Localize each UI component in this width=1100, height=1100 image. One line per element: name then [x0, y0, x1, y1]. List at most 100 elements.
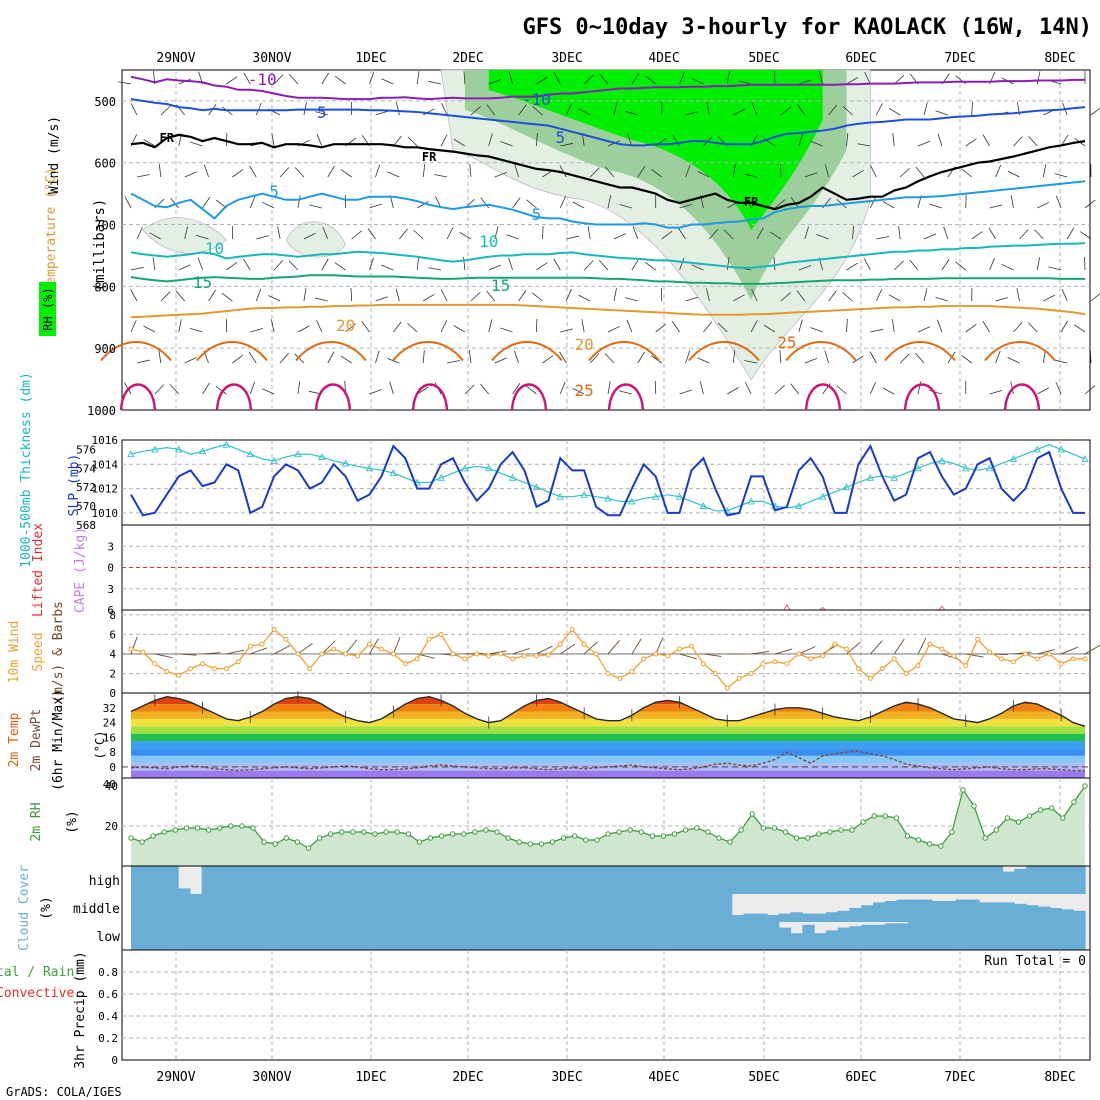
thickness-point [508, 473, 517, 481]
wind-barb [828, 290, 837, 302]
cloud-cell-high [213, 866, 226, 894]
cloud-cell-low [719, 922, 733, 950]
cloud-cell-high [449, 866, 462, 894]
isotherm-25-loop [392, 341, 464, 362]
wind-speed-point [223, 666, 229, 672]
cloud-cell-high [696, 866, 709, 894]
rh-point [971, 803, 977, 809]
wind-barb [399, 228, 408, 240]
wind-barb [679, 204, 693, 209]
rh-point [294, 839, 301, 845]
temp-axis-title: Temperature (°C) [44, 167, 59, 292]
cloud-cell-low [178, 922, 191, 950]
rh-point [1004, 815, 1011, 821]
rh-point [949, 829, 955, 835]
contour-label: 15 [491, 276, 510, 295]
cloud-cell-middle [425, 894, 438, 922]
rh-point [361, 829, 367, 835]
wind-barb [869, 351, 877, 364]
contour-label: 5 [532, 205, 542, 224]
thickness-point [174, 445, 183, 453]
cloud-cell-middle [225, 894, 238, 922]
temp-tick-label: 40 [103, 778, 116, 791]
wind-speed-point [987, 649, 993, 655]
wind-barb [717, 322, 728, 333]
rh-ylabel-1: 2m RH [29, 802, 44, 841]
wind-barb [965, 324, 977, 333]
cloud-cell-low [896, 923, 909, 950]
wind-speed-point [724, 685, 730, 691]
isotherm-25-loop [884, 341, 956, 362]
wind-barb [271, 133, 275, 147]
wind-barb [798, 79, 812, 85]
cloud-panel: high middle low Cloud Cover (%) [17, 865, 1091, 951]
cloud-cell-high [637, 866, 650, 894]
wind-speed-point [1058, 661, 1064, 667]
thickness-point [341, 459, 350, 467]
cloud-cell-high [578, 866, 591, 894]
wind-barb [184, 357, 197, 364]
cloud-cell-high [401, 866, 415, 894]
cloud-cell-high [1037, 866, 1051, 894]
rh-shade-high [488, 70, 823, 230]
isotherm-30-loop [314, 383, 352, 411]
wind-barb [215, 386, 227, 395]
wind-barb [271, 319, 275, 333]
wind-speed-point [677, 646, 683, 652]
contour-label: 15 [193, 273, 212, 292]
wind-barb [463, 257, 466, 271]
thickness-line [130, 444, 1086, 512]
wind-barb [423, 108, 435, 116]
wind-barb [327, 351, 335, 364]
wind-barb [723, 229, 734, 240]
wind-barb [369, 203, 382, 209]
cloud-cell-high [613, 866, 627, 894]
wind-speed-point [474, 651, 480, 657]
top-date-label: 2DEC [452, 51, 483, 66]
wind-barb [500, 327, 513, 333]
cloud-cell-low [531, 922, 544, 950]
wind-barb [750, 320, 758, 333]
thickness-point [795, 502, 803, 510]
rh-point [915, 837, 922, 843]
wind-barb [422, 293, 435, 302]
cloud-cell-low [284, 922, 297, 950]
wind-barb [697, 171, 710, 178]
wind-barb [453, 138, 466, 147]
rh-point [771, 825, 778, 831]
wind-barb [637, 165, 646, 178]
cloud-cell-high [955, 866, 968, 894]
rh-point [705, 829, 711, 835]
temp-band [131, 770, 1085, 778]
rh-point [150, 833, 156, 839]
wind-barb [486, 290, 496, 302]
wind-tick-label: 2 [109, 667, 116, 680]
cloud-cell-middle [237, 894, 250, 922]
rh-point [1015, 819, 1022, 825]
precip-tick-label: 0.8 [98, 966, 118, 979]
li-tick-label: 3 [107, 583, 114, 596]
wind-barb [774, 385, 785, 395]
thickness-point [914, 464, 922, 472]
rh-point [627, 827, 633, 833]
cloud-cell-low [802, 924, 815, 950]
wind-speed-point [1022, 651, 1028, 657]
rh-point [505, 835, 511, 841]
precip-frame [121, 949, 1091, 1061]
wind-speed-point [557, 641, 563, 647]
cloud-cell-middle [1026, 905, 1039, 922]
wind-speed-point [522, 653, 528, 659]
rh-point [283, 835, 290, 841]
wind-barb [416, 71, 420, 85]
cloud-cell-low [566, 922, 580, 950]
rh-point [782, 829, 789, 835]
rh-legend-swatch [39, 282, 56, 336]
cloud-cell-high [896, 866, 909, 894]
wind-barb [559, 165, 567, 178]
cloud-cell-low [366, 922, 379, 950]
cloud-cell-high [908, 866, 921, 894]
